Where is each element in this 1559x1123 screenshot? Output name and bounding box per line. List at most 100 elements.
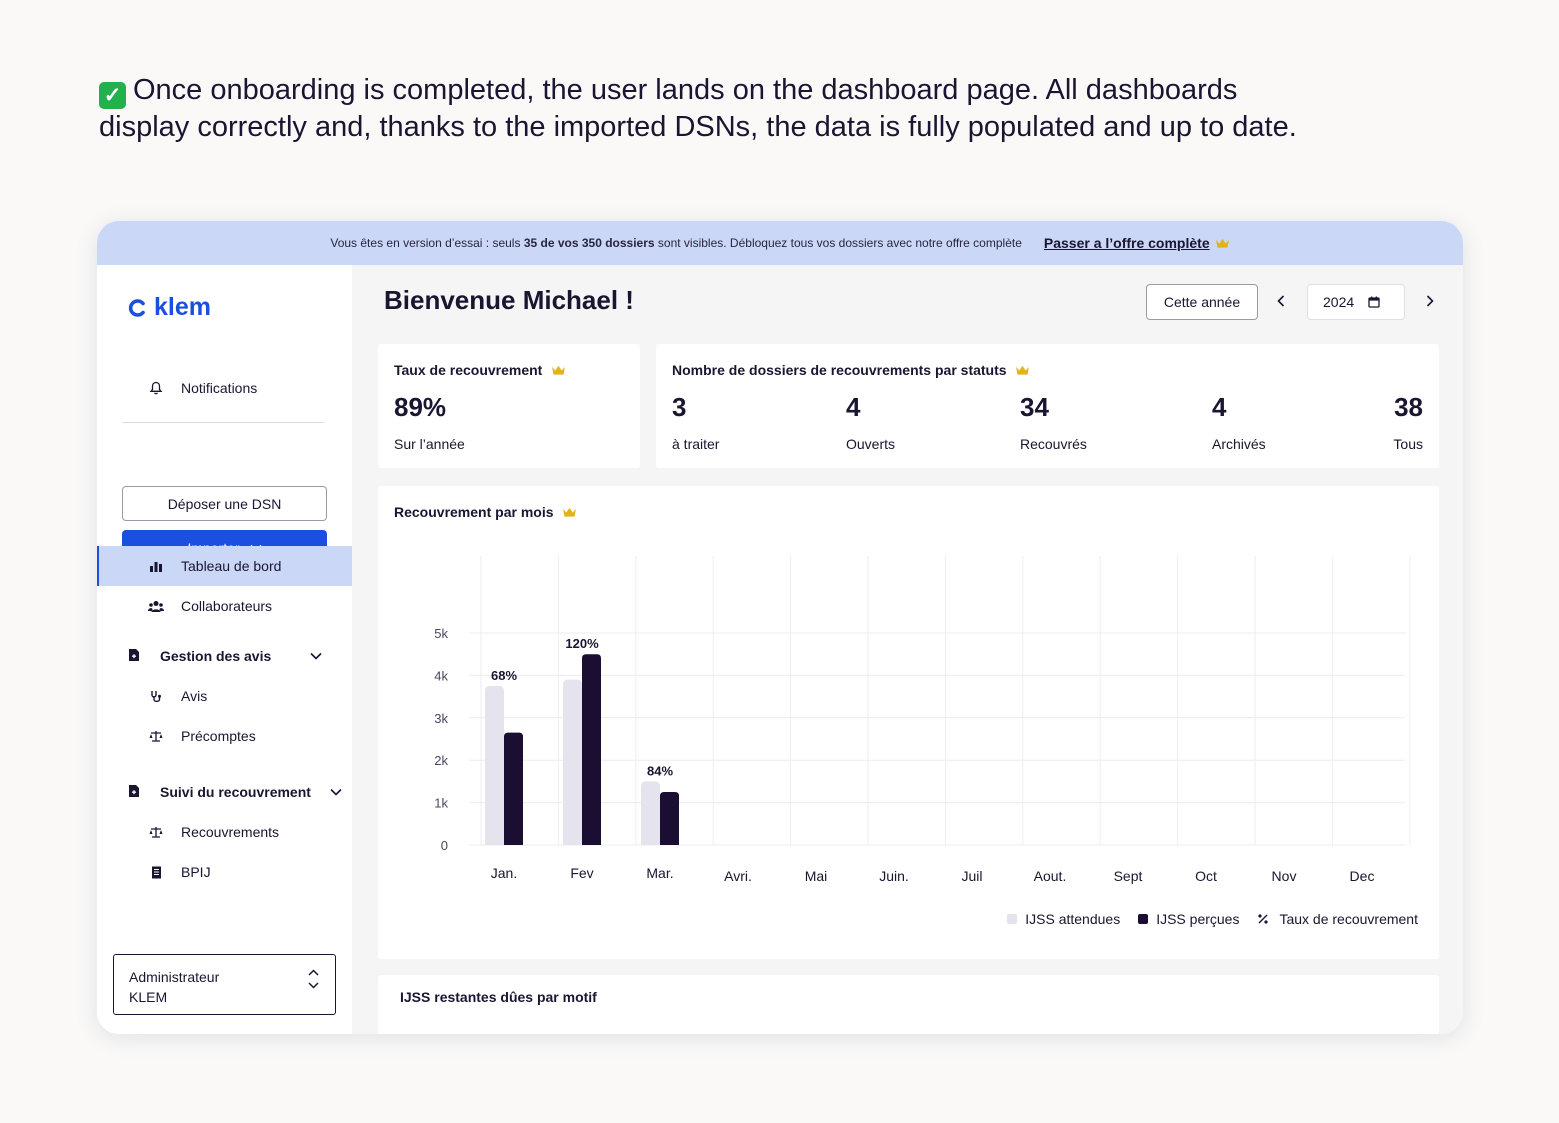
card-title-text: Taux de recouvrement [394,362,543,378]
card-title: Taux de recouvrement [394,362,566,378]
sidebar-item-label: Tableau de bord [181,558,282,574]
bar-received [582,654,601,845]
previous-year-button[interactable] [1273,293,1289,309]
rate-data-label: 120% [565,636,599,651]
x-tick-label: Oct [1195,868,1217,884]
chevron-left-icon [1277,295,1285,307]
card-title: Nombre de dossiers de recouvrements par … [672,362,1030,378]
sidebar-item-notifications[interactable]: Notifications [97,368,352,408]
banner-text-strong: 35 de vos 350 dossiers [523,236,655,250]
sidebar-item-collaborators[interactable]: Collaborateurs [97,586,352,626]
stethoscope-icon [148,688,164,704]
legend-label: IJSS perçues [1156,911,1240,927]
crown-icon [1215,238,1229,248]
sidebar-item-avis[interactable]: Avis [97,676,352,716]
sidebar-group-label: Suivi du recouvrement [160,784,311,800]
y-tick-label: 1k [434,796,448,811]
scale-icon [148,728,164,744]
legend-item-expected[interactable]: IJSS attendues [1007,911,1120,927]
chevron-up-icon [308,969,319,976]
x-tick-label: Fev [570,865,593,881]
check-icon: ✓ [99,82,126,109]
legend-item-rate[interactable]: Taux de recouvrement [1257,911,1418,927]
sidebar-item-dashboard[interactable]: Tableau de bord [97,546,352,586]
page-caption: ✓ Once onboarding is completed, the user … [99,72,1329,146]
year-picker[interactable]: 2024 [1307,284,1405,320]
sidebar-group-suivi[interactable]: Suivi du recouvrement [97,777,342,807]
sidebar-divider [123,422,324,423]
monthly-recovery-chart: 0 1k 2k 3k 4k 5k 68% Jan. 120% Fev 84% Mar. Avri. Mai… [434,556,1411,884]
chevron-down-icon [308,982,319,989]
remaining-ijss-card: IJSS restantes dûes par motif [378,975,1439,1034]
x-tick-label: Juin. [879,868,909,884]
y-tick-label: 0 [441,838,448,853]
document-icon [128,648,142,664]
status-all-value: 38 [1394,392,1423,422]
chart-legend: IJSS attendues IJSS perçues Taux de reco… [989,911,1418,927]
calendar-icon [1368,296,1380,308]
main-content: Bienvenue Michael ! Cette année 2024 Tau… [352,265,1463,1034]
bar-chart-icon [148,558,164,574]
sidebar-item-bpij[interactable]: BPIJ [97,852,352,892]
chevron-down-icon [310,652,322,660]
x-tick-label: Mar. [646,865,673,881]
x-tick-label: Juil [961,868,982,884]
banner-text-after: sont visibles. Débloquez tous vos dossie… [657,236,1022,250]
sidebar-item-precomptes[interactable]: Précomptes [97,716,352,756]
card-title: Recouvrement par mois [394,504,577,520]
sidebar-item-label: Avis [181,688,208,704]
rate-data-label: 68% [491,668,517,683]
bar-expected [485,686,504,845]
caption-text: Once onboarding is completed, the user l… [99,74,1297,143]
sidebar-item-label: BPIJ [181,864,211,880]
year-value: 2024 [1323,294,1355,310]
x-tick-label: Jan. [491,865,517,881]
card-title-text: Nombre de dossiers de recouvrements par … [672,362,1007,378]
status-to-process-value: 3 [672,392,687,422]
legend-label: Taux de recouvrement [1279,911,1418,927]
status-recovered-label: Recouvrés [1020,436,1087,452]
trial-banner: Vous êtes en version d’essai : seuls 35 … [97,221,1463,265]
chevron-right-icon [1426,295,1434,307]
klem-logo[interactable]: klem [127,293,211,322]
app-window: Vous êtes en version d’essai : seuls 35 … [97,221,1463,1034]
status-count-card: Nombre de dossiers de recouvrements par … [656,344,1439,468]
y-tick-label: 4k [434,668,448,683]
upgrade-link[interactable]: Passer a l’offre complète [1043,235,1210,251]
status-recovered-value: 34 [1020,392,1049,422]
status-all-label: Tous [1393,436,1423,452]
user-role: Administrateur [129,969,220,985]
bar-expected [641,781,660,845]
next-year-button[interactable] [1422,293,1438,309]
account-switcher[interactable]: Administrateur KLEM [113,954,336,1015]
deposit-dsn-button[interactable]: Déposer une DSN [122,486,327,521]
x-tick-label: Sept [1114,868,1143,884]
document-icon [128,784,142,800]
recovery-rate-subtitle: Sur l’année [394,436,465,452]
chevron-down-icon [330,788,342,796]
rate-data-label: 84% [647,763,673,778]
x-tick-label: Dec [1350,868,1375,884]
crown-icon [1016,365,1030,375]
status-to-process-label: à traiter [672,436,720,452]
percent-icon [1258,914,1269,924]
banner-text-before: Vous êtes en version d’essai : seuls [330,236,521,250]
x-tick-label: Mai [805,868,828,884]
legend-item-received[interactable]: IJSS perçues [1138,911,1239,927]
current-year-button[interactable]: Cette année [1146,284,1258,320]
users-icon [148,598,164,614]
x-tick-label: Aout. [1034,868,1067,884]
sidebar-item-recouvrements[interactable]: Recouvrements [97,812,352,852]
sidebar-group-label: Gestion des avis [160,648,272,664]
y-tick-label: 5k [434,626,448,641]
sidebar-group-avis[interactable]: Gestion des avis [97,641,322,671]
receipt-icon [148,864,164,880]
y-tick-label: 2k [434,753,448,768]
logo-mark-icon [128,298,145,317]
bell-icon [148,380,164,396]
sidebar-item-label: Recouvrements [181,824,280,840]
user-company: KLEM [129,989,168,1005]
sidebar-item-label: Notifications [181,380,258,396]
status-open-label: Ouverts [846,436,896,452]
recovery-rate-value: 89% [394,392,447,422]
